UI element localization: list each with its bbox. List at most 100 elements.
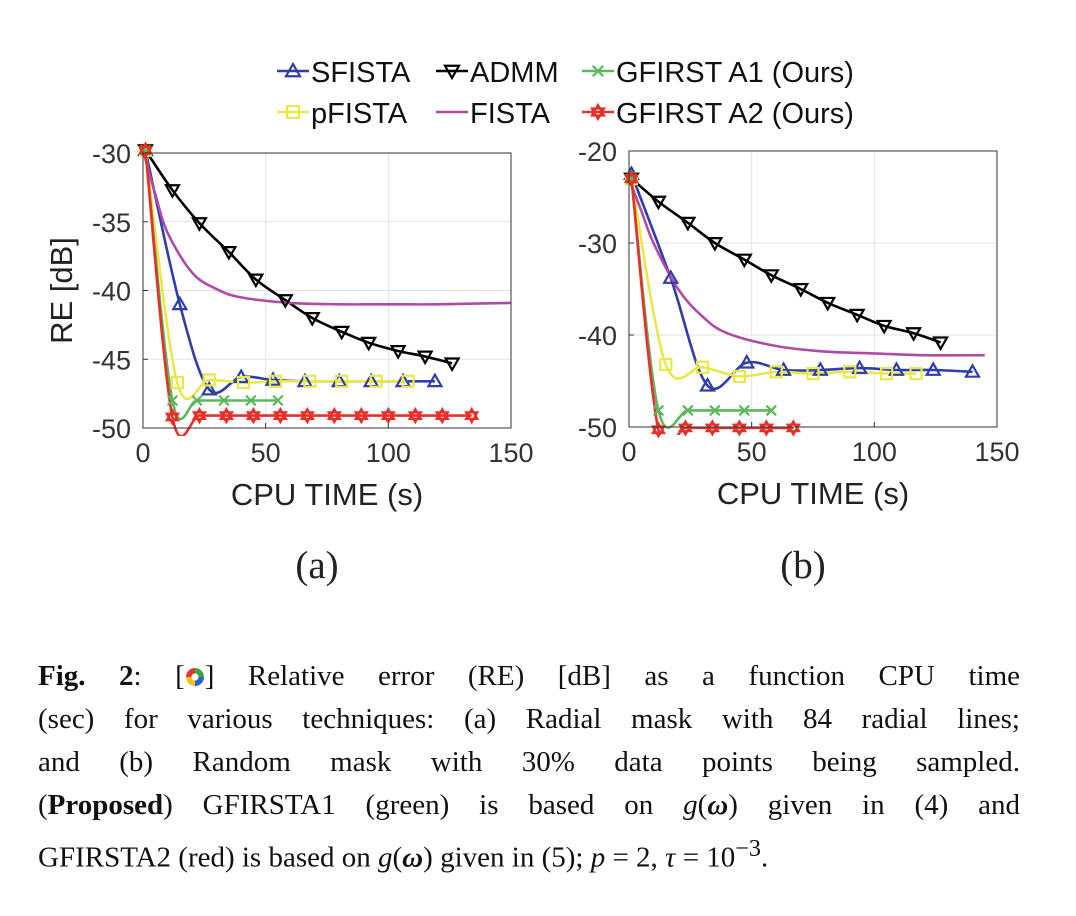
data-point — [276, 294, 294, 309]
data-point — [247, 273, 265, 289]
math-tau: τ — [665, 841, 676, 874]
math-exponent: −3 — [735, 835, 761, 862]
y-axis-label: RE [dB] — [44, 237, 79, 344]
x-tick-label: 50 — [737, 437, 767, 467]
data-point — [924, 361, 942, 376]
x-tick-label: 150 — [488, 438, 533, 468]
data-point — [785, 419, 801, 437]
data-point — [765, 404, 777, 417]
legend-label: SFISTA — [311, 57, 411, 89]
data-point — [464, 406, 480, 425]
data-point — [303, 374, 317, 388]
data-point — [200, 380, 218, 396]
panel-label: (a) — [295, 544, 338, 587]
data-point — [650, 195, 667, 211]
caption-text: ] Relative error (RE) [dB] as a function… — [204, 660, 1020, 692]
y-tick-label: -45 — [92, 345, 131, 375]
data-point — [170, 376, 184, 390]
series-line — [630, 178, 917, 380]
data-point — [731, 419, 747, 437]
x-axis-label: CPU TIME (s) — [231, 477, 423, 512]
caption-text: given in (4) and — [737, 789, 1021, 821]
caption-line-5: GFIRSTA2 (red) is based on g(ω) given in… — [38, 835, 769, 874]
math-omega: ω — [402, 841, 424, 874]
data-point — [677, 419, 693, 437]
data-point — [268, 374, 283, 388]
data-point — [875, 319, 893, 335]
data-point — [416, 350, 434, 366]
data-point — [380, 406, 396, 425]
caption-text: ) GFIRSTA1 (green) is based on — [163, 789, 684, 821]
data-point — [401, 374, 415, 388]
data-point — [245, 406, 261, 425]
math-p: p — [590, 841, 606, 874]
data-point — [792, 283, 810, 298]
data-point — [426, 372, 444, 388]
legend-marker — [590, 102, 606, 122]
data-point — [299, 406, 315, 425]
data-point — [699, 376, 716, 392]
panel-label: (b) — [780, 544, 825, 587]
axes-frame — [628, 150, 998, 428]
figure-caption: Fig. 2: [] Relative error (RE) [dB] as a… — [38, 655, 1020, 880]
data-point — [682, 404, 694, 417]
data-point — [360, 336, 378, 352]
data-point — [434, 406, 450, 425]
x-tick-label: 50 — [251, 438, 281, 468]
caption-text: GFIRSTA2 (red) is based on — [38, 841, 378, 874]
series-line — [143, 149, 511, 306]
series-line — [144, 150, 408, 401]
data-point — [964, 363, 981, 378]
data-point — [191, 394, 203, 407]
data-point — [732, 369, 747, 384]
math-eq: = 2, — [605, 841, 666, 874]
data-point — [353, 406, 369, 425]
data-point — [695, 360, 710, 374]
caption-text: : [ — [133, 660, 185, 692]
data-point — [679, 216, 697, 232]
data-point — [659, 357, 673, 372]
data-point — [738, 404, 750, 417]
data-point — [775, 361, 792, 376]
math-eq: = 10 — [675, 841, 736, 874]
caption-proposed: Proposed — [47, 789, 164, 821]
data-point — [166, 394, 179, 407]
data-point — [191, 406, 207, 425]
legend-label: FISTA — [470, 98, 551, 130]
math-g: g — [683, 789, 698, 821]
data-point — [326, 406, 342, 425]
data-point — [704, 419, 720, 437]
data-point — [369, 374, 383, 388]
figure: SFISTA ADMM GFIRST A1 (Ours) pFISTA FISTA GFI… — [44, 57, 1020, 587]
data-point — [407, 406, 423, 425]
data-point — [335, 374, 349, 388]
data-point — [758, 419, 774, 437]
series-line — [629, 178, 985, 357]
data-point — [709, 404, 721, 417]
data-point — [220, 246, 238, 261]
multicolor-logo-icon — [185, 668, 204, 686]
y-tick-label: -30 — [92, 139, 131, 169]
data-point — [245, 394, 257, 407]
data-point — [236, 376, 251, 390]
series-line — [630, 178, 794, 435]
data-point — [218, 406, 234, 425]
plot-area — [629, 151, 997, 427]
y-tick-label: -40 — [578, 321, 617, 351]
x-tick-label: 0 — [135, 438, 150, 468]
data-point — [652, 404, 665, 417]
data-point — [879, 367, 894, 381]
data-point — [735, 253, 753, 269]
data-point — [191, 217, 208, 232]
data-point — [905, 327, 922, 342]
math-omega: ω — [707, 789, 729, 821]
legend-label: GFIRST A2 (Ours) — [616, 98, 854, 130]
data-point — [218, 394, 230, 407]
data-point — [171, 295, 189, 311]
data-point — [806, 367, 820, 381]
caption-text: given in (5); — [432, 841, 591, 874]
axes-frame — [142, 152, 512, 429]
x-tick-label: 100 — [852, 437, 897, 467]
data-point — [909, 367, 923, 381]
data-point — [738, 353, 756, 369]
